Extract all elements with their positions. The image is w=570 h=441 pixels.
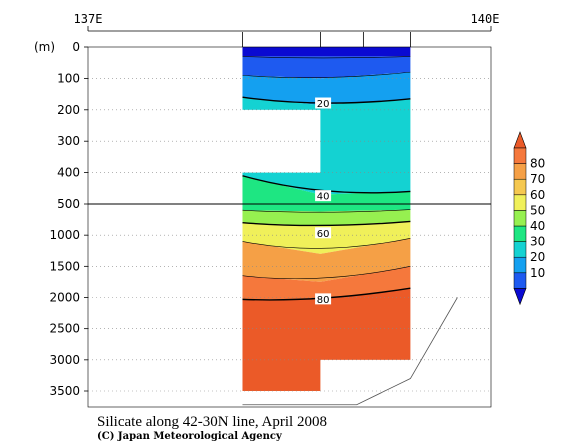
contour-thin xyxy=(242,237,411,249)
contour-label: 80 xyxy=(315,293,332,306)
section-band-0 xyxy=(242,47,411,57)
y-tick-label: 3000 xyxy=(49,353,80,367)
colorbar-swatch xyxy=(513,256,527,274)
credit-text: (C) Japan Meteorological Agency xyxy=(97,431,283,441)
colorbar-label: 50 xyxy=(530,203,545,217)
colorbar-max-arrow xyxy=(513,131,527,149)
svg-text:40: 40 xyxy=(317,192,330,203)
y-tick-label: 2000 xyxy=(49,291,80,305)
y-tick-label: 1500 xyxy=(49,259,80,273)
colorbar-label: 80 xyxy=(530,157,545,171)
contour-thick xyxy=(242,220,411,227)
y-tick-label: 300 xyxy=(57,134,80,148)
colorbar-swatch xyxy=(513,178,527,196)
y-axis-unit-label: (m) xyxy=(34,40,55,54)
svg-text:60: 60 xyxy=(317,229,330,240)
contour-thin xyxy=(242,71,411,79)
svg-text:80: 80 xyxy=(317,295,330,306)
y-tick-label: 500 xyxy=(57,197,80,211)
bottom-line xyxy=(242,297,458,406)
missing-data-lower xyxy=(320,359,412,398)
section-fill xyxy=(241,47,412,398)
chart-title: Silicate along 42-30N line, April 2008 xyxy=(97,414,327,430)
x-tick-label: 140E xyxy=(471,12,500,26)
colorbar-swatch xyxy=(513,194,527,211)
svg-text:20: 20 xyxy=(317,99,330,110)
colorbar-swatch xyxy=(513,147,527,164)
y-tick-label: 3500 xyxy=(49,384,80,398)
y-tick-label: 2500 xyxy=(49,322,80,336)
x-tick-label: 137E xyxy=(74,12,103,26)
y-tick-label: 1000 xyxy=(49,228,80,242)
colorbar-swatch xyxy=(513,210,527,227)
section-band-1 xyxy=(242,56,411,79)
section-band-8 xyxy=(242,266,411,300)
y-tick-label: 0 xyxy=(72,40,80,54)
colorbar-swatch xyxy=(513,225,527,242)
contour-label: 60 xyxy=(315,227,332,240)
colorbar-label: 30 xyxy=(530,235,545,249)
station-markers xyxy=(242,32,411,47)
contour-thin xyxy=(242,209,411,213)
section-band-5 xyxy=(242,209,411,226)
contour-labels: 20 40 60 80 xyxy=(315,97,332,306)
axes: 0 100 200 300 400 500 1000 1500 2000 2500 3000 3500… xyxy=(49,12,499,398)
contour-label: 40 xyxy=(315,190,332,203)
y-tick-label: 200 xyxy=(57,103,80,117)
plot-frame xyxy=(87,46,492,408)
colorbar-label: 60 xyxy=(530,188,545,202)
colorbar-min-arrow xyxy=(513,288,527,306)
colorbar-label: 10 xyxy=(530,266,545,280)
section-band-4 xyxy=(242,175,411,212)
colorbar-swatch xyxy=(513,163,527,180)
colorbar-label: 70 xyxy=(530,172,545,186)
colorbar-swatch xyxy=(513,272,527,289)
bottom-topography xyxy=(242,297,458,406)
contour-thin xyxy=(242,266,411,280)
section-band-2 xyxy=(242,72,411,106)
contour-label: 20 xyxy=(315,97,332,110)
colorbar-label: 40 xyxy=(530,219,545,233)
colorbar-swatch xyxy=(513,241,527,258)
colorbar-label: 20 xyxy=(530,250,545,264)
section-band-7 xyxy=(242,238,411,282)
contour-thin xyxy=(242,56,411,59)
y-tick-label: 100 xyxy=(57,71,80,85)
y-tick-label: 400 xyxy=(57,166,80,180)
